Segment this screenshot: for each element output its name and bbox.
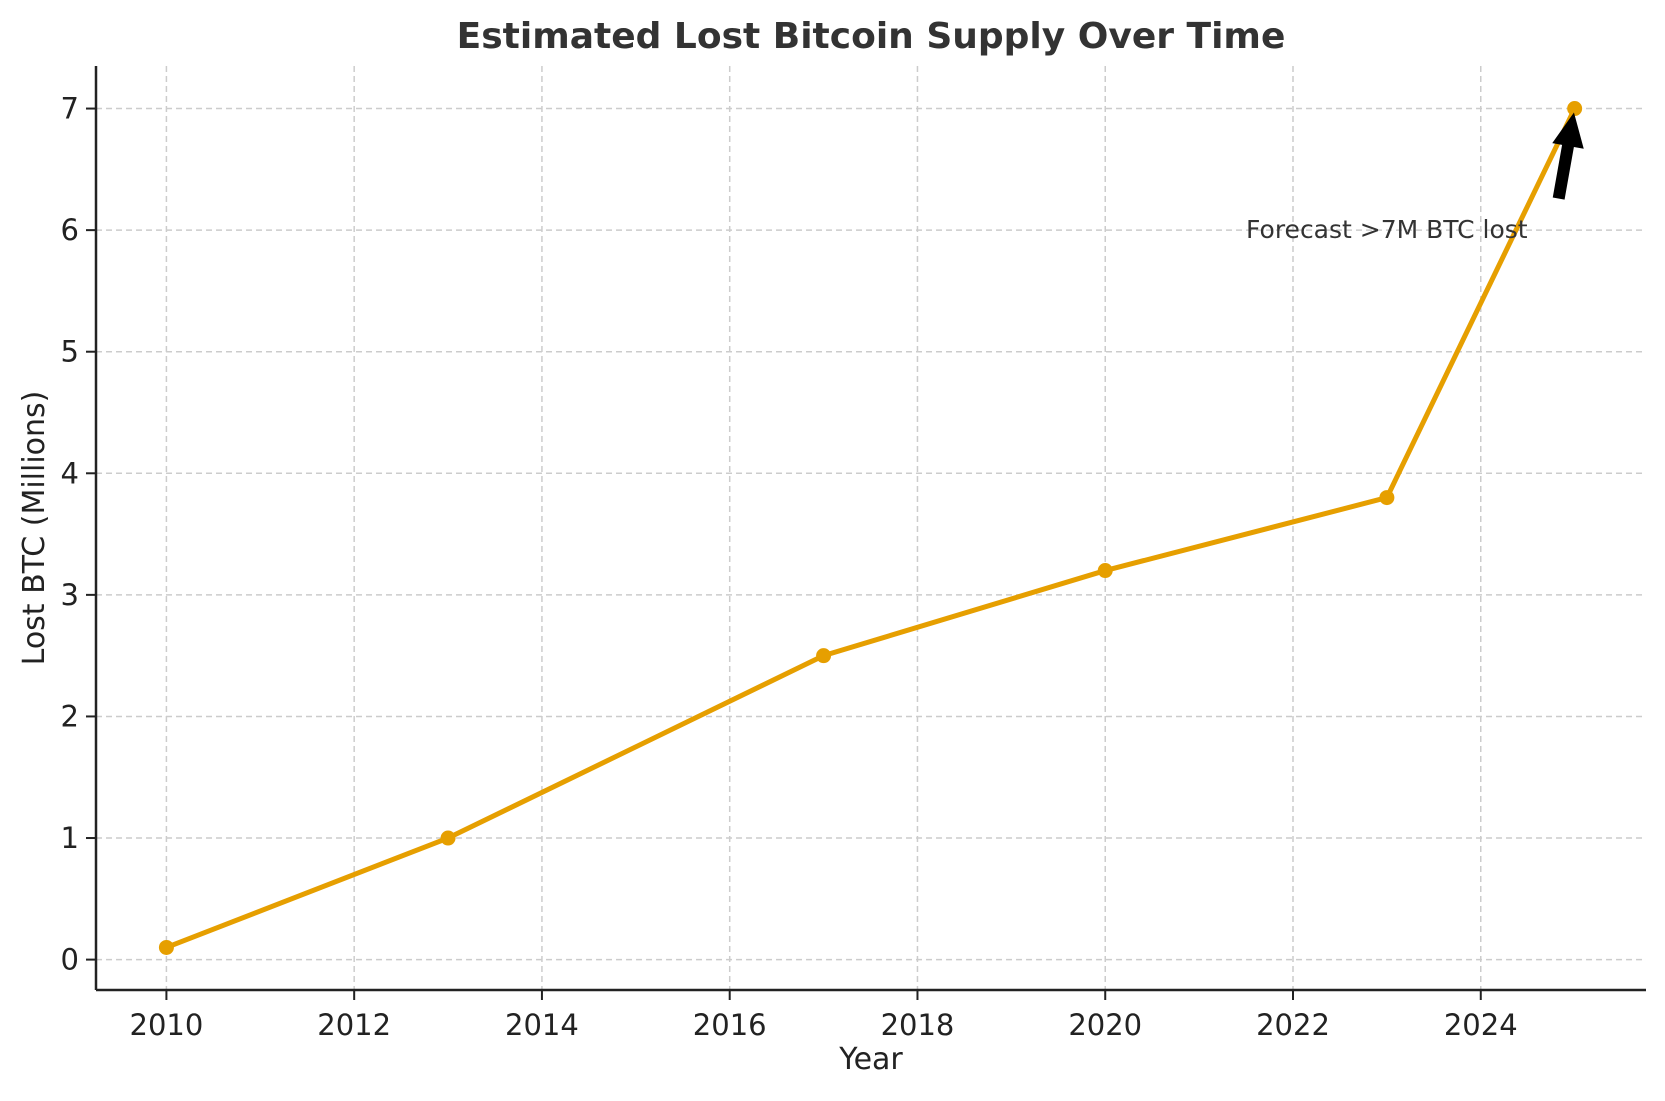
- y-tick-label: 1: [61, 821, 79, 855]
- axes: [96, 66, 1646, 990]
- x-tick-label: 2014: [505, 1008, 579, 1042]
- data-point: [441, 831, 456, 846]
- x-tick-label: 2010: [130, 1008, 204, 1042]
- x-tick-label: 2018: [881, 1008, 955, 1042]
- x-axis-label: Year: [838, 1042, 903, 1077]
- line-chart: 2010 2012 2014 2016 2018 2020 2022 2024 0 1 2 3 4 5 6 7…: [0, 0, 1665, 1097]
- x-tick-label: 2020: [1068, 1008, 1142, 1042]
- grid: [96, 66, 1646, 990]
- y-tick-label: 7: [61, 92, 79, 126]
- data-point: [159, 940, 174, 955]
- y-tick-label: 4: [61, 456, 79, 490]
- annotation-arrow: [1552, 112, 1584, 199]
- data-point: [1567, 101, 1582, 116]
- data-point: [816, 648, 831, 663]
- y-tick-label: 0: [61, 943, 79, 977]
- y-tick-label: 2: [61, 699, 79, 733]
- x-tick-label: 2012: [317, 1008, 391, 1042]
- y-axis-label: Lost BTC (Millions): [17, 391, 52, 666]
- annotation-text: Forecast >7M BTC lost: [1246, 215, 1528, 244]
- annotation: Forecast >7M BTC lost: [1246, 112, 1584, 244]
- chart-title: Estimated Lost Bitcoin Supply Over Time: [457, 16, 1286, 57]
- x-tick-label: 2022: [1256, 1008, 1330, 1042]
- data-point: [1098, 563, 1113, 578]
- data-point: [1379, 490, 1394, 505]
- x-tick-label: 2024: [1444, 1008, 1518, 1042]
- x-tick-label: 2016: [693, 1008, 767, 1042]
- y-tick-label: 5: [61, 335, 79, 369]
- y-tick-label: 3: [61, 578, 79, 612]
- y-tick-label: 6: [61, 213, 79, 247]
